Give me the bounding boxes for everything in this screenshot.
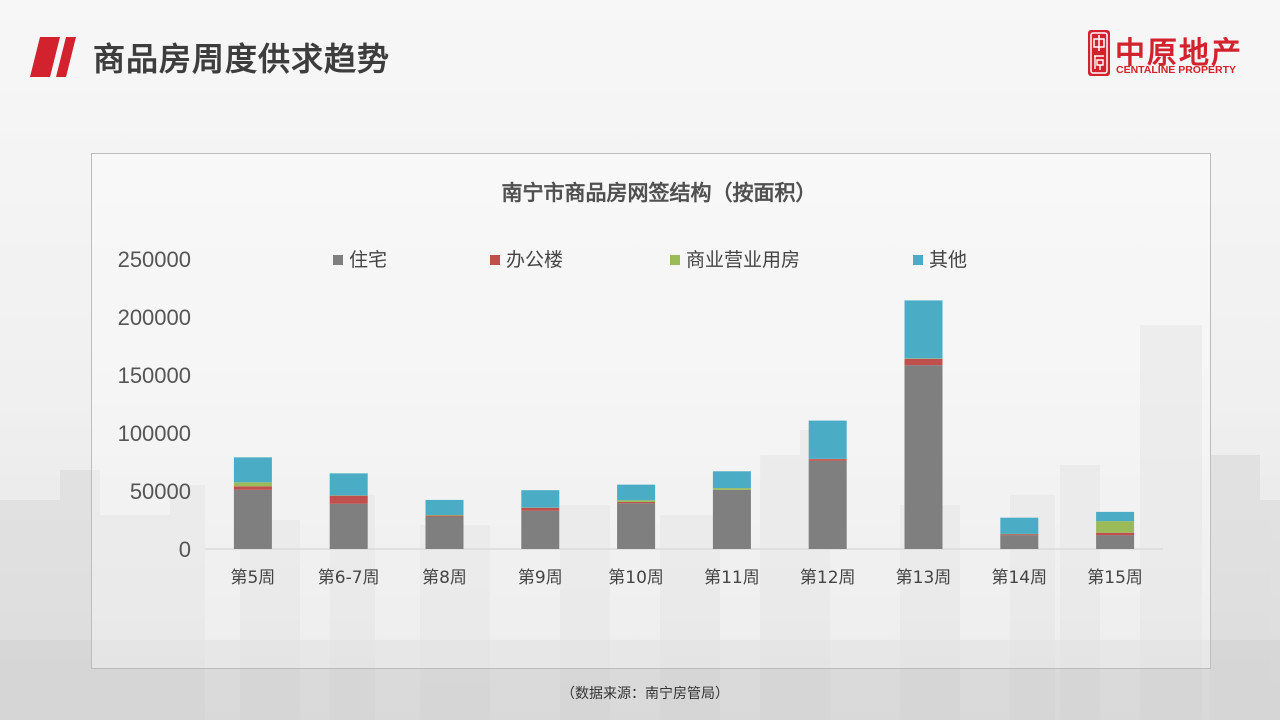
- x-tick-label: 第5周: [230, 568, 275, 588]
- chart-title: 南宁市商品房网签结构（按面积）: [501, 181, 817, 205]
- y-tick-label: 100000: [118, 421, 191, 446]
- logo-name-cn: 中原地产: [1115, 36, 1243, 71]
- x-tick-label: 第8周: [422, 568, 467, 588]
- bar-segment: [1000, 535, 1039, 549]
- bar-segment: [1000, 534, 1039, 536]
- bar-segment: [425, 515, 464, 517]
- bar-segment: [425, 516, 464, 549]
- bar-segment: [617, 502, 656, 504]
- bar-segment: [904, 300, 943, 359]
- y-tick-label: 0: [179, 537, 191, 562]
- x-tick-label: 第15周: [1087, 568, 1143, 588]
- y-tick-label: 200000: [118, 305, 191, 330]
- bar-segment: [808, 460, 847, 549]
- bar-segment: [808, 459, 847, 461]
- bar-segment: [904, 358, 943, 366]
- bar-segment: [712, 471, 751, 489]
- bar-segment: [329, 473, 368, 496]
- bar-segment: [904, 365, 943, 549]
- bar-segment: [329, 503, 368, 549]
- bar-segment: [233, 489, 272, 549]
- source-note: （数据来源：南宁房管局）: [561, 686, 729, 702]
- bar-segment: [233, 457, 272, 483]
- bar-segment: [1096, 535, 1135, 549]
- title-accent-icon: [30, 37, 76, 77]
- x-tick-label: 第9周: [518, 568, 563, 588]
- x-tick-label: 第13周: [896, 568, 952, 588]
- y-tick-label: 250000: [118, 247, 191, 272]
- page-title: 商品房周度供求趋势: [93, 40, 391, 78]
- chart-frame: [91, 153, 1211, 669]
- legend-swatch: [670, 255, 680, 265]
- centaline-logo: 中原地产 CENTALINE PROPERTY: [1088, 30, 1253, 78]
- y-tick-label: 150000: [118, 363, 191, 388]
- x-tick-label: 第12周: [800, 568, 856, 588]
- bar-segment: [521, 507, 560, 511]
- legend-label: 其他: [929, 249, 967, 271]
- logo-seal-icon: [1088, 30, 1110, 76]
- legend-swatch: [913, 255, 923, 265]
- bar-segment: [1096, 521, 1135, 533]
- bar-segment: [617, 503, 656, 549]
- bar-segment: [1096, 532, 1135, 536]
- x-tick-label: 第14周: [991, 568, 1047, 588]
- logo-name-en: CENTALINE PROPERTY: [1116, 64, 1236, 76]
- bar-segment: [425, 515, 464, 516]
- bar-segment: [617, 500, 656, 503]
- bar-segment: [521, 490, 560, 508]
- x-tick-label: 第10周: [608, 568, 664, 588]
- legend-label: 住宅: [349, 249, 387, 271]
- y-tick-label: 50000: [130, 479, 191, 504]
- legend-swatch: [490, 255, 500, 265]
- bar-segment: [233, 482, 272, 487]
- bar-segment: [1096, 511, 1135, 522]
- bar-segment: [425, 499, 464, 516]
- bar-segment: [1000, 517, 1039, 534]
- bar-segment: [617, 484, 656, 501]
- bar-segment: [521, 510, 560, 549]
- x-tick-label: 第6-7周: [318, 568, 380, 588]
- bar-segment: [808, 420, 847, 459]
- bar-segment: [233, 486, 272, 490]
- bar-segment: [712, 489, 751, 549]
- bar-segment: [712, 488, 751, 490]
- bar-segment: [329, 495, 368, 504]
- x-tick-label: 第11周: [704, 568, 760, 588]
- legend-label: 办公楼: [506, 249, 563, 271]
- legend-label: 商业营业用房: [686, 249, 800, 271]
- legend-swatch: [333, 255, 343, 265]
